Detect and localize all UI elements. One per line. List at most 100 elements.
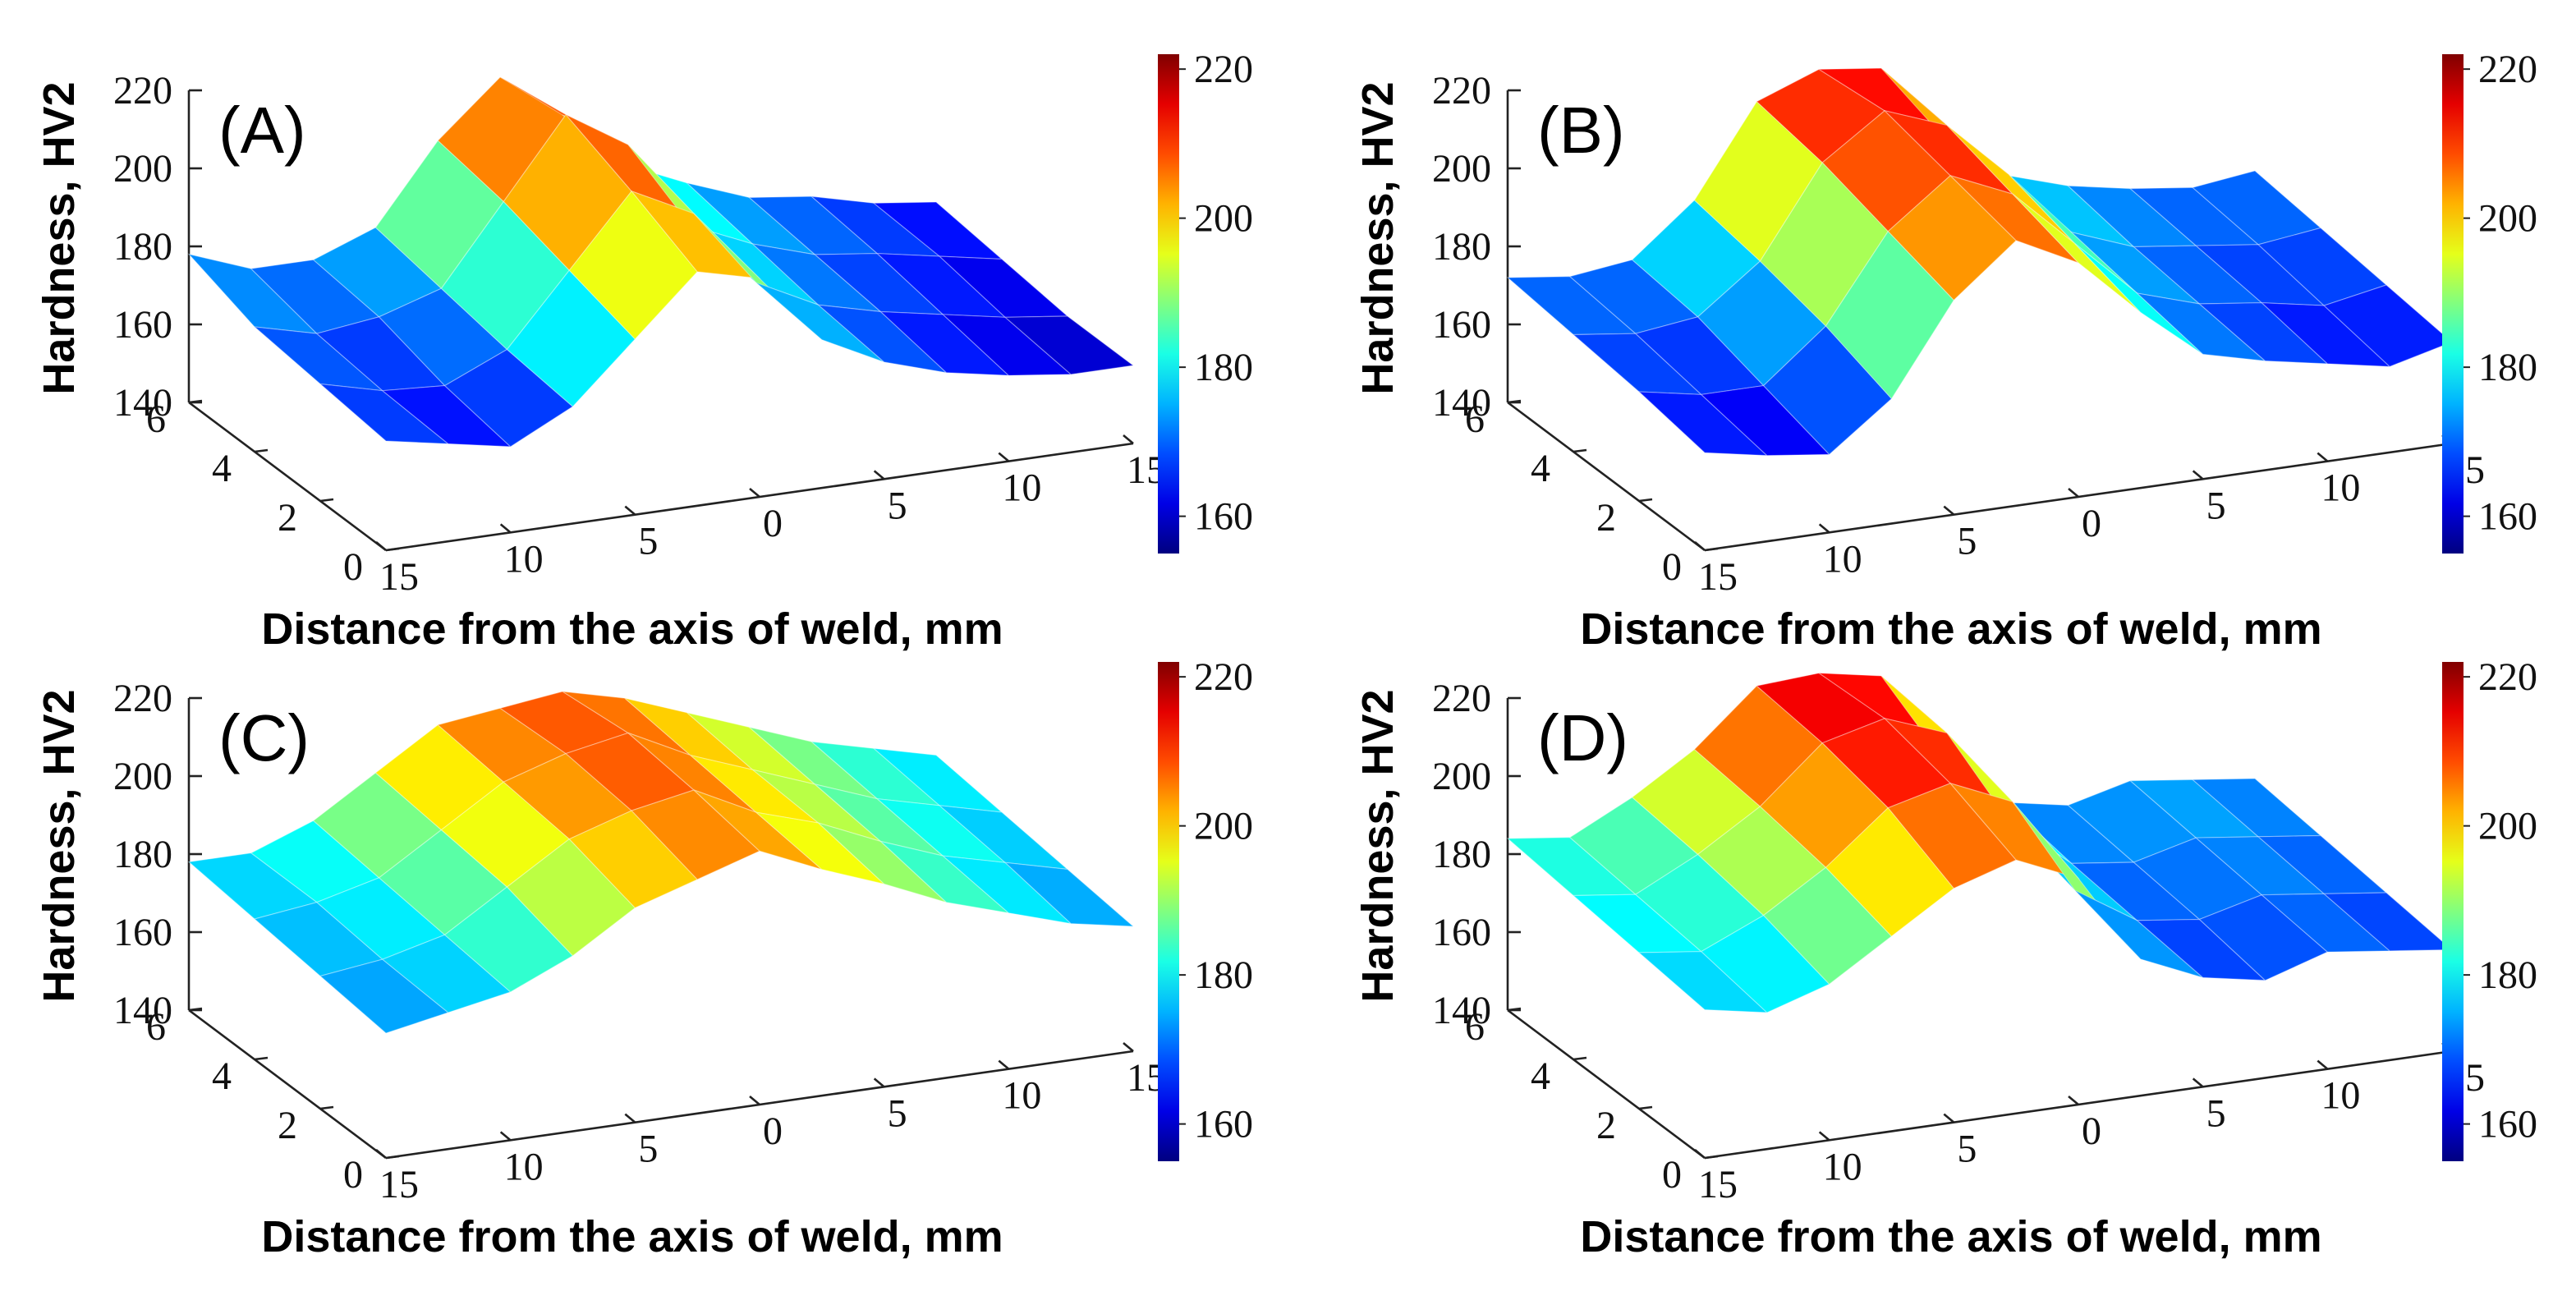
z-tick-label: 160 xyxy=(1432,303,1491,347)
colorbar-tick-label: 160 xyxy=(2478,1103,2537,1146)
y-tick xyxy=(1507,1007,1522,1012)
y-tick-label: 6 xyxy=(1465,397,1485,441)
surface-patch xyxy=(1003,861,1135,927)
x-tick-label: 10 xyxy=(1002,466,1041,510)
x-axis-label: Distance from the axis of weld, mm xyxy=(1580,604,2321,654)
y-tick-label: 6 xyxy=(146,1005,166,1049)
x-tick-label: 10 xyxy=(504,537,544,581)
colorbar-tick-label: 200 xyxy=(2478,805,2537,848)
z-axis-label: Hardness, HV2 xyxy=(34,689,84,1002)
z-tick-label: 180 xyxy=(113,833,172,876)
z-tick-label: 140 xyxy=(1432,381,1491,425)
colorbar xyxy=(1158,54,1179,554)
x-tick xyxy=(2068,488,2079,498)
z-tick-label: 220 xyxy=(1432,69,1491,113)
x-tick xyxy=(749,1096,760,1105)
colorbar-tick-label: 200 xyxy=(1194,805,1253,848)
x-axis-label: Distance from the axis of weld, mm xyxy=(1580,1212,2321,1261)
z-axis-label: Hardness, HV2 xyxy=(34,81,84,394)
x-tick xyxy=(1694,1149,1706,1159)
x-tick xyxy=(375,1149,387,1159)
y-tick xyxy=(1507,399,1522,404)
y-tick-label: 2 xyxy=(1596,1104,1616,1147)
x-axis-label: Distance from the axis of weld, mm xyxy=(261,604,1003,654)
y-axis xyxy=(188,401,387,552)
y-tick xyxy=(254,1056,269,1061)
surface-patch xyxy=(2257,227,2388,306)
x-tick-label: 10 xyxy=(2321,466,2360,510)
colorbar-tick-label: 160 xyxy=(1194,1103,1253,1146)
z-tick-label: 200 xyxy=(1432,755,1491,798)
y-tick-label: 6 xyxy=(146,397,166,441)
x-tick xyxy=(624,505,636,516)
x-tick-label: 0 xyxy=(2082,1110,2101,1153)
z-axis-label: Hardness, HV2 xyxy=(1353,81,1403,394)
y-axis xyxy=(1507,401,1706,552)
x-tick xyxy=(1123,434,1134,444)
y-tick-label: 4 xyxy=(1531,1054,1550,1098)
y-tick xyxy=(1704,547,1719,552)
z-tick-label: 180 xyxy=(1432,833,1491,876)
y-axis xyxy=(1507,1008,1706,1160)
y-tick-label: 2 xyxy=(278,496,297,540)
z-tick-label: 200 xyxy=(113,147,172,191)
panel-label: (D) xyxy=(1537,701,1628,774)
x-tick xyxy=(873,1077,885,1088)
x-tick-label: 0 xyxy=(763,1110,783,1153)
colorbar-tick-label: 200 xyxy=(2478,197,2537,241)
z-tick-label: 220 xyxy=(1432,677,1491,720)
y-tick xyxy=(1638,498,1653,503)
panel-label: (A) xyxy=(218,94,306,167)
y-tick-label: 0 xyxy=(1662,545,1682,589)
x-tick-label: 15 xyxy=(1698,555,1738,599)
z-tick-label: 140 xyxy=(113,381,172,425)
x-tick xyxy=(2192,1077,2204,1088)
colorbar-tick-label: 200 xyxy=(1194,197,1253,241)
colorbar-tick-label: 160 xyxy=(1194,495,1253,539)
x-tick-label: 5 xyxy=(638,1128,658,1171)
colorbar-tick-label: 180 xyxy=(1194,953,1253,997)
x-tick-label: 10 xyxy=(1823,537,1862,581)
y-tick xyxy=(319,498,334,503)
y-tick-label: 6 xyxy=(1465,1005,1485,1049)
z-tick-label: 160 xyxy=(1432,911,1491,954)
panel-label: (B) xyxy=(1537,94,1625,167)
colorbar-tick-label: 180 xyxy=(2478,953,2537,997)
x-tick xyxy=(1694,541,1706,551)
x-tick-label: 5 xyxy=(1957,520,1977,563)
z-tick-label: 140 xyxy=(113,989,172,1032)
y-tick xyxy=(188,399,203,404)
y-tick-label: 2 xyxy=(278,1104,297,1147)
x-tick xyxy=(1123,1042,1134,1052)
surface-patch xyxy=(2323,284,2454,368)
x-axis-label: Distance from the axis of weld, mm xyxy=(261,1212,1003,1261)
x-tick xyxy=(2192,470,2204,480)
x-tick-label: 10 xyxy=(1823,1145,1862,1188)
x-tick-label: 5 xyxy=(638,520,658,563)
x-tick-label: 10 xyxy=(2321,1074,2360,1118)
panel-label: (C) xyxy=(218,701,310,774)
x-tick xyxy=(998,1059,1010,1070)
colorbar-tick-label: 220 xyxy=(2478,48,2537,91)
y-tick xyxy=(1704,1155,1719,1160)
z-tick-label: 220 xyxy=(113,677,172,720)
z-tick-label: 200 xyxy=(113,755,172,798)
y-tick xyxy=(1573,1056,1587,1061)
z-tick-label: 180 xyxy=(1432,225,1491,269)
x-tick-label: 5 xyxy=(888,1091,907,1135)
y-tick xyxy=(254,448,269,453)
z-tick-label: 160 xyxy=(113,911,172,954)
surface-patch xyxy=(2322,892,2454,952)
z-tick-label: 160 xyxy=(113,303,172,347)
x-tick-label: 15 xyxy=(1698,1163,1738,1206)
x-tick xyxy=(1943,1113,1955,1123)
x-tick xyxy=(2068,1096,2079,1105)
colorbar-tick-label: 220 xyxy=(2478,655,2537,699)
z-axis-label: Hardness, HV2 xyxy=(1353,689,1403,1002)
